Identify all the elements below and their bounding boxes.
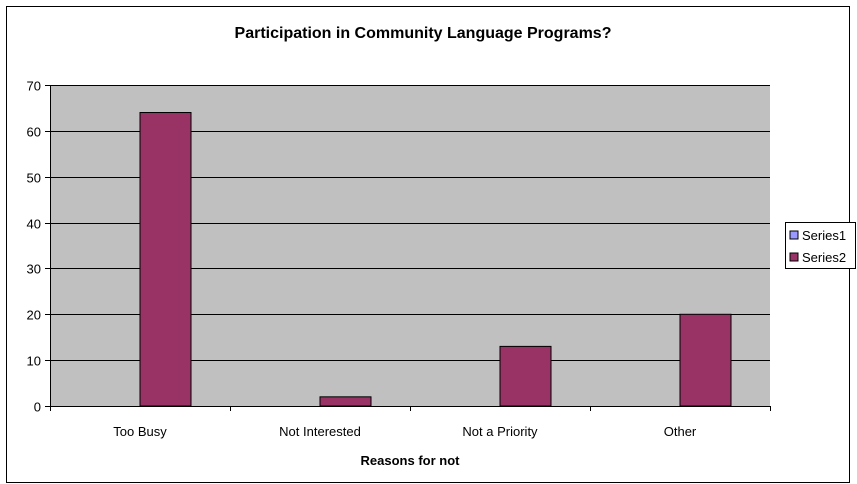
y-axis-ticks: 0 10 20 30 40 50 60 70: [27, 79, 50, 415]
y-tick-label: 20: [27, 308, 41, 323]
legend-label-series1: Series1: [802, 228, 846, 243]
x-tick-label: Other: [664, 424, 697, 439]
x-axis-label: Reasons for not: [361, 453, 461, 468]
legend-swatch-series2: [789, 252, 799, 262]
chart-title: Participation in Community Language Prog…: [235, 25, 612, 42]
bar-series2-1: [319, 396, 372, 407]
bar-series2-3: [679, 313, 732, 407]
y-tick-label: 60: [27, 125, 41, 140]
y-tick-label: 50: [27, 171, 41, 186]
x-tick-label: Not Interested: [279, 424, 361, 439]
legend-swatch-series1: [789, 230, 799, 240]
bars: [139, 112, 732, 407]
x-axis-ticks: Too Busy Not Interested Not a Priority Othe…: [50, 406, 771, 439]
legend: Series1 Series2: [785, 222, 856, 269]
y-tick-label: 40: [27, 217, 41, 232]
y-tick-label: 10: [27, 354, 41, 369]
y-tick-label: 70: [27, 79, 41, 94]
x-tick-label: Too Busy: [113, 424, 167, 439]
legend-label-series2: Series2: [802, 250, 846, 265]
y-tick-label: 30: [27, 262, 41, 277]
x-tick-label: Not a Priority: [462, 424, 538, 439]
bar-series2-2: [499, 345, 552, 407]
bar-series2-0: [139, 112, 192, 407]
y-tick-label: 0: [34, 400, 41, 415]
